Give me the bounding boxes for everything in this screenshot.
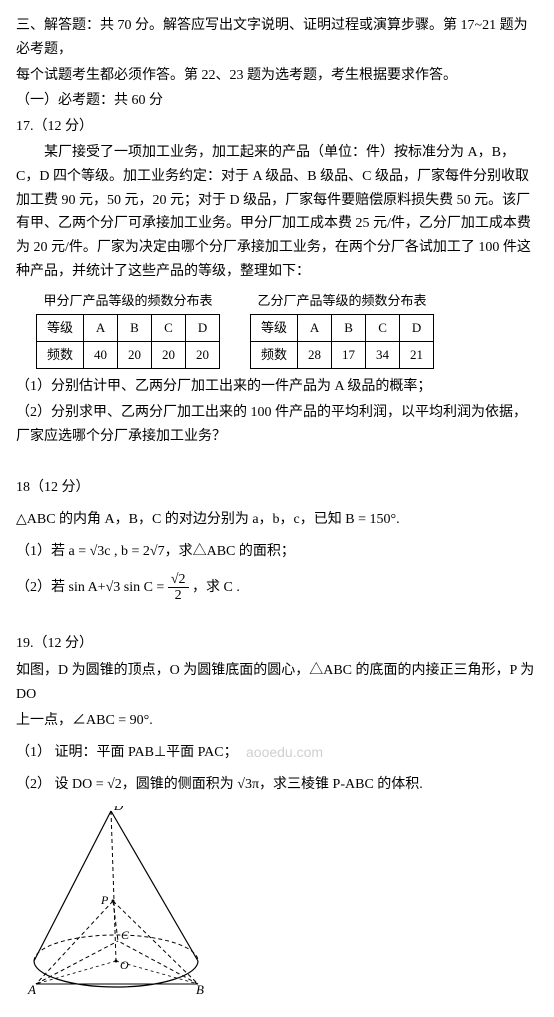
cell: D bbox=[400, 314, 434, 341]
q18-sub2-post: ，求 C . bbox=[192, 580, 240, 595]
cell: 17 bbox=[332, 341, 366, 368]
edge-OA bbox=[36, 961, 116, 984]
q17-table1-title: 甲分厂产品等级的频数分布表 bbox=[36, 290, 220, 312]
q17-table2: 乙分厂产品等级的频数分布表 等级 A B C D 频数 28 17 34 21 bbox=[250, 290, 434, 369]
edge-PA bbox=[36, 901, 113, 984]
q18-p1: △ABC 的内角 A，B，C 的对边分别为 a，b，c，已知 B = 150°. bbox=[16, 508, 538, 532]
q17-tables: 甲分厂产品等级的频数分布表 等级 A B C D 频数 40 20 20 20 … bbox=[36, 290, 538, 369]
frac-den: 2 bbox=[168, 588, 189, 603]
cell: 等级 bbox=[37, 314, 84, 341]
cone-svg: D P C O A B bbox=[26, 806, 206, 996]
cell: 频数 bbox=[251, 341, 298, 368]
cell: D bbox=[186, 314, 220, 341]
cell: C bbox=[152, 314, 186, 341]
cell: B bbox=[118, 314, 152, 341]
cell: 20 bbox=[152, 341, 186, 368]
q17-table2-title: 乙分厂产品等级的频数分布表 bbox=[250, 290, 434, 312]
cell: 21 bbox=[400, 341, 434, 368]
cell: 40 bbox=[84, 341, 118, 368]
q18-title: 18（12 分） bbox=[16, 476, 538, 500]
label-P: P bbox=[100, 893, 109, 907]
edge-AC bbox=[36, 941, 118, 984]
q19-p1: 如图，D 为圆锥的顶点，O 为圆锥底面的圆心，△ABC 的底面的内接正三角形，P… bbox=[16, 659, 538, 707]
cell: 34 bbox=[366, 341, 400, 368]
cell: A bbox=[298, 314, 332, 341]
cell: A bbox=[84, 314, 118, 341]
q17-sub2-text: （2）分别求甲、乙两分厂加工出来的 100 件产品的平均利润，以平均利润为依据，… bbox=[16, 405, 527, 444]
q18-sub2: （2）若 sin A+√3 sin C = √2 2 ，求 C . bbox=[16, 572, 538, 604]
header-line2: 每个试题考生都必须作答。第 22、23 题为选考题，考生根据要求作答。 bbox=[16, 64, 538, 88]
q18-sub1: （1）若 a = √3c , b = 2√7，求△ABC 的面积； bbox=[16, 540, 538, 564]
q19-title: 19.（12 分） bbox=[16, 632, 538, 656]
edge-DA-side bbox=[34, 811, 111, 961]
cell: 20 bbox=[186, 341, 220, 368]
q17-table1: 甲分厂产品等级的频数分布表 等级 A B C D 频数 40 20 20 20 bbox=[36, 290, 220, 369]
q17-table1-grid: 等级 A B C D 频数 40 20 20 20 bbox=[36, 314, 220, 369]
header-line3: （一）必考题：共 60 分 bbox=[16, 89, 538, 113]
axis-DO bbox=[111, 811, 116, 961]
point-O bbox=[115, 960, 118, 963]
cell: 20 bbox=[118, 341, 152, 368]
label-D: D bbox=[113, 806, 124, 813]
label-B: B bbox=[196, 982, 204, 996]
q17-title: 17.（12 分） bbox=[16, 115, 538, 139]
q17-sub1: （1）分别估计甲、乙两分厂加工出来的一件产品为 A 级品的概率； bbox=[16, 375, 538, 399]
cell: 28 bbox=[298, 341, 332, 368]
q17-table2-grid: 等级 A B C D 频数 28 17 34 21 bbox=[250, 314, 434, 369]
cone-figure: D P C O A B bbox=[26, 806, 538, 1005]
q19-sub2: （2） 设 DO = √2，圆锥的侧面积为 √3π，求三棱锥 P-ABC 的体积… bbox=[16, 773, 538, 797]
q17-p1: 某厂接受了一项加工业务，加工起来的产品（单位：件）按标准分为 A，B，C，D 四… bbox=[16, 141, 538, 284]
label-A: A bbox=[27, 982, 36, 996]
header-line1: 三、解答题：共 70 分。解答应写出文字说明、证明过程或演算步骤。第 17~21… bbox=[16, 14, 538, 62]
cell: 等级 bbox=[251, 314, 298, 341]
label-C: C bbox=[121, 928, 130, 942]
q19-sub1: （1） 证明：平面 PAB⊥平面 PAC； bbox=[16, 741, 538, 765]
frac-num: √2 bbox=[168, 572, 189, 588]
cell: C bbox=[366, 314, 400, 341]
q17-sub2: （2）分别求甲、乙两分厂加工出来的 100 件产品的平均利润，以平均利润为依据，… bbox=[16, 401, 538, 449]
q19-p2: 上一点，∠ABC = 90°. bbox=[16, 709, 538, 733]
ellipse-back bbox=[34, 935, 198, 961]
label-O: O bbox=[120, 958, 129, 972]
q18-sub2-pre: （2）若 sin A+√3 sin C = bbox=[16, 580, 168, 595]
cell: B bbox=[332, 314, 366, 341]
fraction: √2 2 bbox=[168, 572, 189, 604]
point-P bbox=[112, 900, 115, 903]
ellipse-front bbox=[34, 961, 198, 987]
cell: 频数 bbox=[37, 341, 84, 368]
